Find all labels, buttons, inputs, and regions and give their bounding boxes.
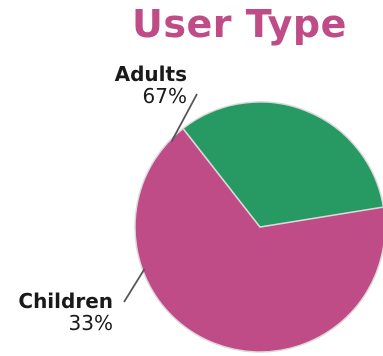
chart-title: User Type [132, 2, 347, 46]
leader-line-adults [170, 93, 198, 142]
pie-slice-adults [134, 127, 383, 353]
leader-line-children [123, 268, 146, 303]
leader-lines [123, 93, 198, 303]
slice-name-children: Children [18, 289, 113, 313]
pie-slice-children [182, 101, 383, 228]
slice-percent-children: 33% [68, 311, 113, 335]
slice-percent-adults: 67% [142, 84, 187, 108]
slice-label-children: Children 33% [18, 290, 113, 334]
pie-slices [134, 101, 383, 353]
slice-label-adults: Adults 67% [115, 63, 187, 107]
slice-name-adults: Adults [114, 62, 187, 86]
